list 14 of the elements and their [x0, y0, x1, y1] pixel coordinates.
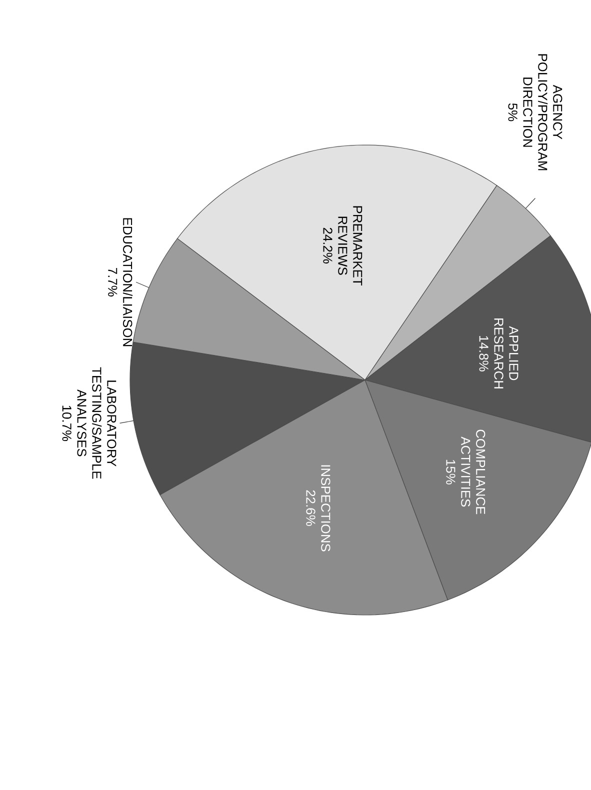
slice-label: PREMARKET REVIEWS — [338, 206, 362, 286]
data-label: 7.7% — [108, 268, 118, 296]
slice-label: LABORATORY TESTING/SAMPLE ANALYSES — [77, 367, 116, 479]
slice-label: AGENCY POLICY/PROGRAM DIRECTION — [523, 54, 562, 170]
slice-label: EDUCATION/LIAISON — [123, 218, 133, 346]
data-label: 14.8% — [479, 336, 488, 372]
data-label: 10.7% — [62, 406, 72, 442]
data-label: 5% — [508, 103, 518, 122]
slice-label: INSPECTIONS — [321, 465, 330, 552]
data-label: 24.2% — [323, 228, 332, 264]
data-label: 15% — [446, 460, 456, 484]
slice-label: COMPLIANCE ACTIVITIES — [461, 430, 486, 514]
slice-label: APPLIED RESEARCH — [494, 318, 518, 388]
data-label: 22.6% — [306, 490, 316, 526]
